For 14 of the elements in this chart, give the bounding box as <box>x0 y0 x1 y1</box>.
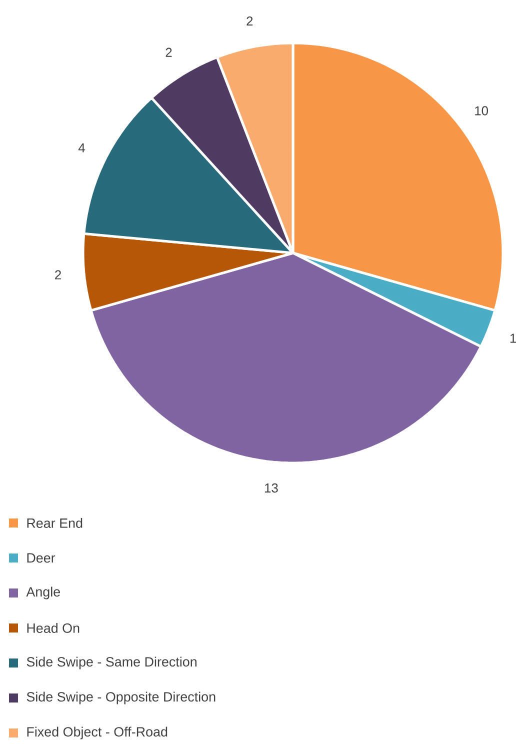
legend-label: Side Swipe - Same Direction <box>26 656 196 670</box>
legend-label: Fixed Object - Off-Road <box>27 726 168 740</box>
legend-label: Side Swipe - Opposite Direction <box>26 692 216 704</box>
legend-label: Deer <box>27 553 56 563</box>
data-label: 10 <box>475 106 488 116</box>
legend-label: Head On <box>27 623 80 633</box>
data-label: 4 <box>78 143 85 152</box>
data-label: 2 <box>246 16 253 26</box>
data-label: 13 <box>265 483 278 493</box>
data-label: 2 <box>166 48 172 57</box>
legend-label: Angle <box>26 586 60 600</box>
legend-label: Rear End <box>27 518 82 528</box>
data-label: 2 <box>55 270 61 280</box>
data-label: 1 <box>510 334 516 343</box>
